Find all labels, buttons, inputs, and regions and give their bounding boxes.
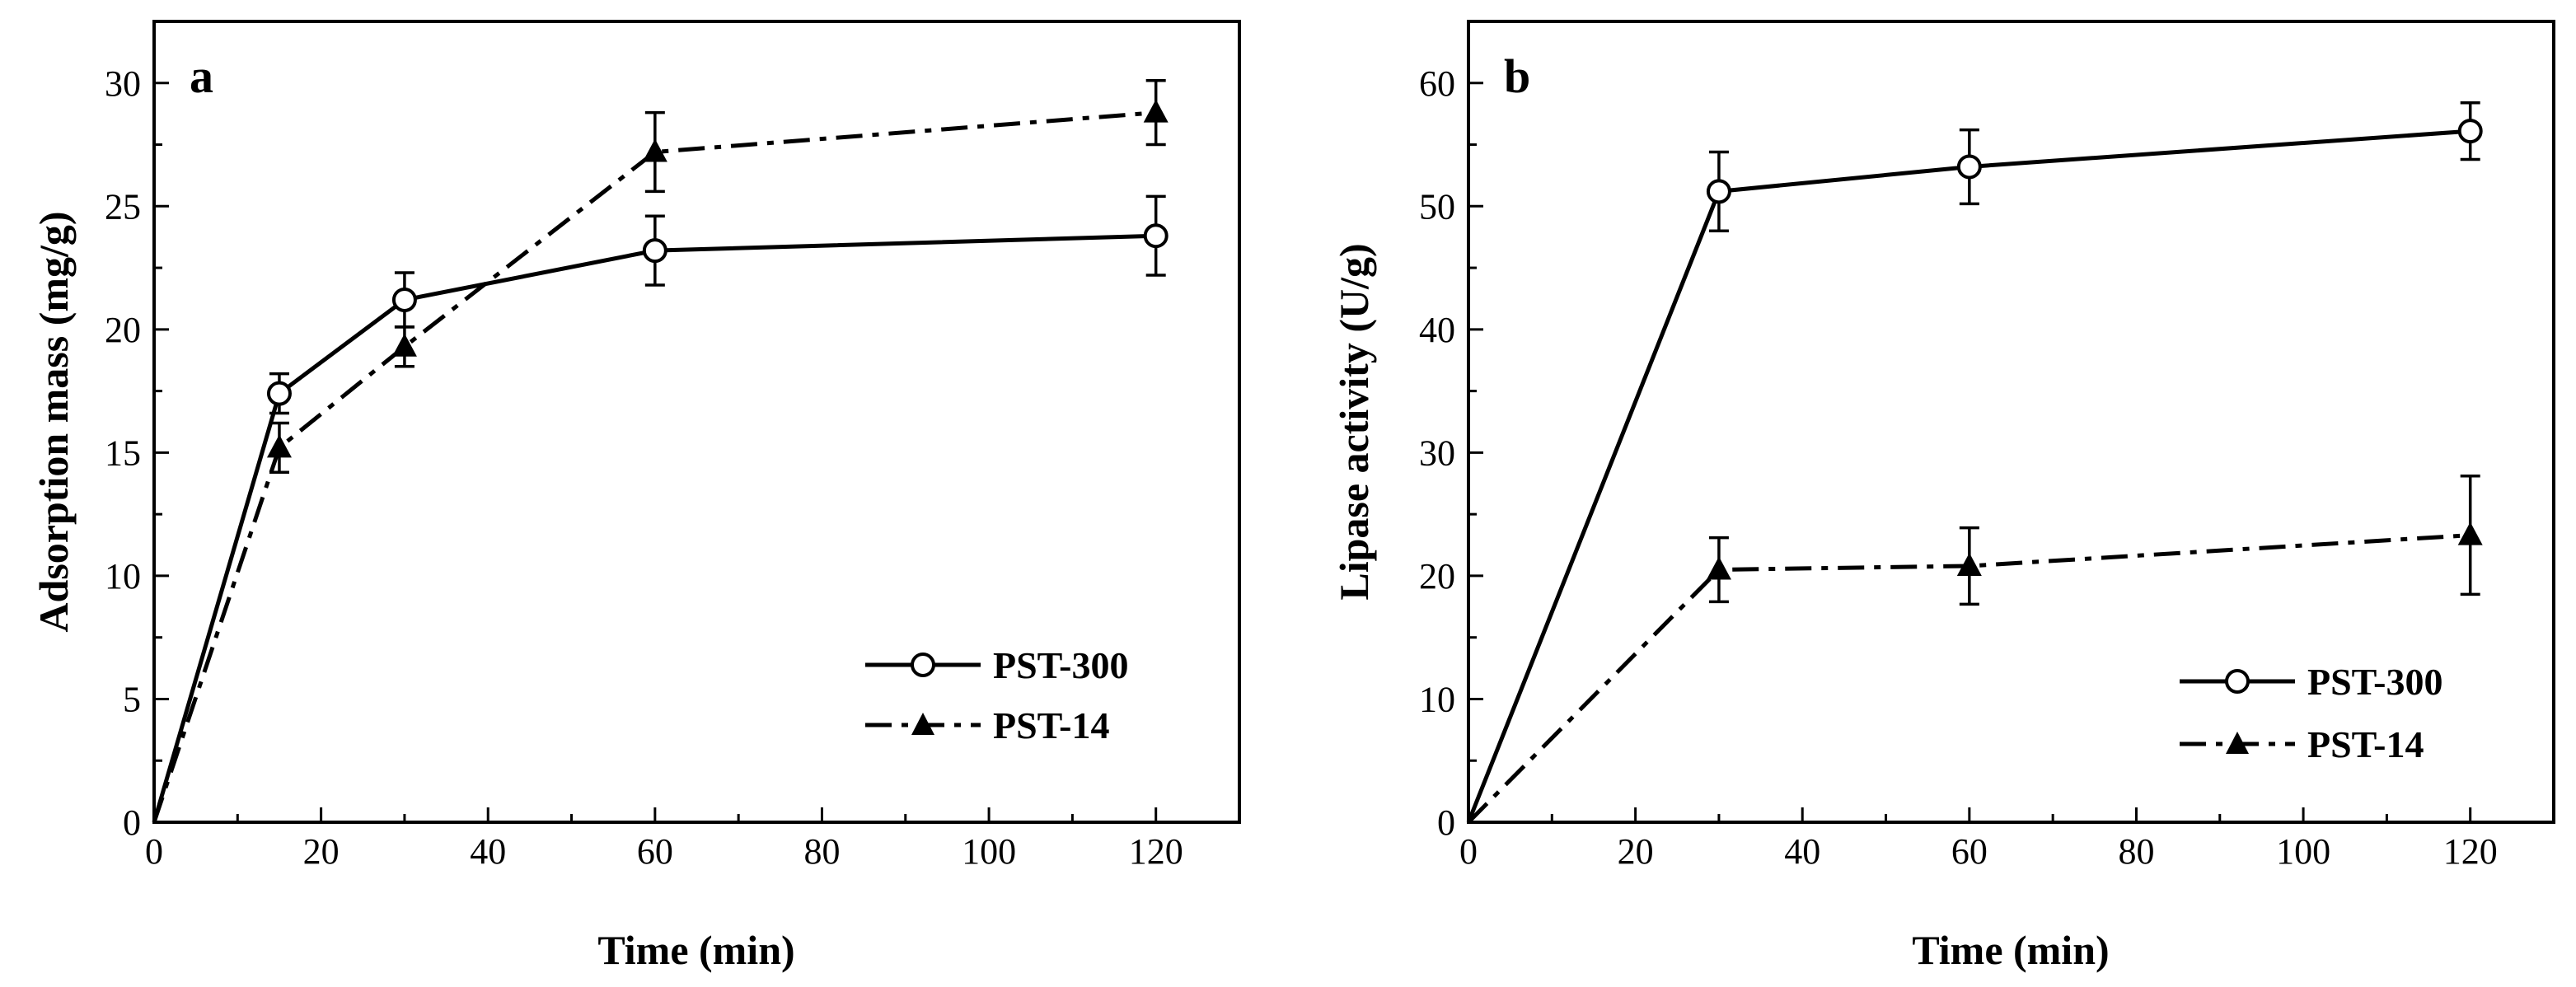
legend-marker-pst-300-a (911, 653, 935, 677)
x-tick-label-20: 20 (1618, 831, 1654, 872)
data-point-pst-300-b (1956, 154, 1982, 180)
data-point-pst-14-a (391, 333, 417, 357)
legend-a: PST-300 PST-14 (865, 644, 1128, 746)
legend-b: PST-300 PST-14 (2180, 661, 2443, 765)
chart-panel-a: a Time (min) Adsorption mass (mg/g) 0 20 4… (30, 20, 1241, 973)
plot-frame-a (152, 20, 1241, 824)
y-tick-label-30: 30 (105, 63, 141, 104)
data-point-pst-300-b (2457, 119, 2483, 144)
data-point-pst-300-a (266, 381, 292, 406)
data-point-pst-14-a (642, 138, 667, 162)
y-tick-label-0: 0 (1437, 802, 1455, 843)
y-tick-label-50: 50 (1419, 186, 1455, 227)
data-point-pst-300-b (1706, 179, 1731, 204)
data-point-pst-14-b (1706, 556, 1731, 580)
x-tick-label-120: 120 (2443, 831, 2498, 872)
x-tick-label-100: 100 (962, 831, 1016, 872)
series-line-pst-14-b (1467, 533, 2471, 824)
x-tick-label-120: 120 (1129, 831, 1183, 872)
y-tick-label-15: 15 (105, 433, 141, 473)
legend-marker-pst-300-b (2225, 669, 2250, 694)
plot-frame-b (1467, 20, 2555, 824)
x-tick-label-0: 0 (145, 831, 163, 872)
y-tick-label-20: 20 (105, 310, 141, 350)
legend-label-pst-14-a: PST-14 (993, 704, 1109, 746)
x-tick-label-40: 40 (1784, 831, 1820, 872)
axis-ticks-b: 0 20 40 60 80 100 120 0 10 20 30 40 50 60 (1419, 63, 2498, 872)
y-tick-label-10: 10 (105, 556, 141, 596)
x-tick-label-80: 80 (803, 831, 840, 872)
data-point-pst-14-b (1956, 552, 1982, 576)
x-tick-label-100: 100 (2276, 831, 2330, 872)
chart-panel-b: b Time (min) Lipase activity (U/g) 0 20 40… (1331, 20, 2555, 973)
data-point-pst-14-a (1143, 99, 1169, 123)
data-point-pst-14-a (266, 434, 292, 458)
x-tick-label-60: 60 (1951, 831, 1988, 872)
y-tick-label-5: 5 (123, 679, 141, 719)
data-point-pst-300-a (1143, 223, 1169, 249)
y-tick-label-30: 30 (1419, 433, 1455, 473)
data-point-pst-300-a (642, 238, 667, 264)
y-tick-label-10: 10 (1419, 679, 1455, 719)
legend-label-pst-14-b: PST-14 (2307, 723, 2424, 765)
y-tick-label-0: 0 (123, 802, 141, 843)
y-tick-label-25: 25 (105, 186, 141, 227)
y-axis-label-b: Lipase activity (U/g) (1331, 243, 1377, 600)
data-point-pst-14-b (2457, 522, 2483, 545)
y-axis-label-a: Adsorption mass (mg/g) (30, 211, 77, 632)
data-point-pst-300-a (391, 287, 417, 312)
legend-marker-pst-14-b (2226, 732, 2249, 754)
panel-label-a: a (190, 49, 213, 103)
plot-area-b (1466, 101, 2483, 824)
series-line-pst-300-b (1466, 129, 2471, 823)
series-line-pst-14-a (152, 110, 1156, 823)
legend-label-pst-300-b: PST-300 (2307, 661, 2443, 703)
x-tick-label-60: 60 (637, 831, 673, 872)
y-tick-label-60: 60 (1419, 63, 1455, 104)
y-tick-label-40: 40 (1419, 310, 1455, 350)
panel-label-b: b (1504, 49, 1530, 103)
x-tick-label-80: 80 (2118, 831, 2154, 872)
x-tick-label-40: 40 (470, 831, 506, 872)
x-tick-label-0: 0 (1459, 831, 1478, 872)
x-axis-label-a: Time (min) (597, 927, 794, 973)
legend-marker-pst-14-a (911, 713, 934, 735)
plot-area-a (152, 79, 1169, 823)
legend-label-pst-300-a: PST-300 (993, 644, 1128, 686)
axis-ticks-a: 0 20 40 60 80 100 120 0 5 10 15 20 25 30 (105, 63, 1183, 872)
x-axis-label-b: Time (min) (1912, 927, 2109, 973)
y-tick-label-20: 20 (1419, 556, 1455, 596)
x-tick-label-20: 20 (303, 831, 340, 872)
